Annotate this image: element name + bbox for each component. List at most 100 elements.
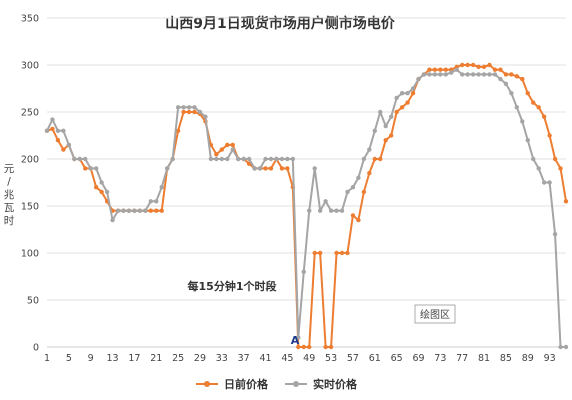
data-point: [181, 105, 186, 110]
y-axis-label-char: 兆: [4, 189, 15, 201]
y-axis-label-char: /: [7, 176, 11, 188]
data-point: [77, 156, 82, 162]
x-tick-label: 5: [66, 353, 72, 364]
y-tick-label: 150: [21, 202, 39, 213]
series-group: [44, 62, 569, 350]
x-tick-label: 53: [325, 353, 337, 364]
data-point: [481, 64, 487, 70]
data-point: [514, 105, 520, 110]
data-point: [197, 109, 203, 115]
data-point: [93, 185, 99, 190]
data-point: [181, 109, 186, 115]
legend-marker: [293, 381, 299, 387]
data-point: [252, 166, 257, 171]
data-point: [219, 147, 225, 152]
y-axis-tick-labels: 0 50 100 150 200 250 300 350: [21, 14, 39, 354]
data-point: [115, 208, 121, 213]
data-point: [137, 208, 143, 213]
data-point: [487, 72, 492, 77]
x-tick-label: 77: [456, 353, 468, 364]
legend-item-2: 实时价格: [285, 377, 358, 391]
data-point: [214, 152, 219, 157]
data-point: [334, 250, 339, 256]
data-point: [230, 142, 235, 148]
data-point: [148, 199, 153, 204]
data-point: [143, 208, 148, 213]
x-tick-label: 57: [347, 353, 359, 364]
data-point: [558, 344, 563, 350]
data-point: [399, 105, 405, 110]
data-point: [536, 105, 541, 110]
data-point: [388, 133, 394, 138]
legend-label: 实时价格: [313, 377, 358, 391]
legend-marker: [204, 381, 210, 387]
data-point: [214, 156, 219, 162]
data-point: [356, 217, 361, 223]
x-tick-label: 37: [238, 353, 250, 364]
data-point: [121, 208, 126, 213]
data-point: [230, 147, 235, 152]
data-point: [50, 117, 55, 122]
data-point: [345, 189, 350, 195]
data-point: [487, 62, 492, 68]
data-point: [192, 109, 197, 115]
data-point: [236, 156, 241, 162]
data-point: [301, 344, 306, 350]
x-tick-label: 29: [194, 353, 206, 364]
data-point: [361, 189, 367, 195]
data-point: [443, 67, 449, 72]
data-point: [339, 208, 345, 213]
data-point: [541, 180, 547, 185]
x-tick-label: 13: [107, 353, 119, 364]
data-point: [367, 170, 372, 176]
data-point: [531, 100, 536, 105]
x-tick-label: 25: [172, 353, 184, 364]
x-tick-label: 33: [216, 353, 228, 364]
data-point: [317, 250, 323, 256]
y-tick-label: 350: [21, 14, 39, 25]
data-point: [328, 208, 334, 213]
data-point: [383, 138, 388, 143]
data-point: [531, 156, 536, 162]
series-2: [44, 67, 569, 350]
data-point: [257, 166, 263, 171]
data-point: [66, 142, 72, 148]
data-point: [350, 185, 356, 190]
data-point: [72, 156, 77, 162]
data-point: [378, 156, 383, 162]
data-point: [427, 67, 432, 72]
data-point: [154, 208, 159, 213]
data-point: [399, 91, 405, 96]
data-point: [356, 175, 361, 180]
data-point: [563, 344, 569, 350]
data-point: [296, 335, 301, 340]
data-point: [334, 208, 339, 213]
y-axis-label-char: 元: [4, 163, 15, 175]
data-point: [410, 86, 416, 91]
data-point: [552, 156, 558, 162]
data-point: [285, 166, 290, 171]
data-point: [536, 166, 541, 171]
data-point: [50, 126, 55, 132]
data-point: [520, 76, 525, 82]
data-point: [192, 105, 197, 110]
data-point: [317, 208, 323, 213]
data-point: [268, 166, 274, 171]
data-point: [345, 250, 350, 256]
data-point: [301, 269, 306, 274]
data-point: [465, 72, 470, 77]
data-point: [263, 166, 268, 171]
data-point: [454, 67, 459, 72]
x-tick-label: 73: [434, 353, 446, 364]
data-point: [410, 91, 416, 96]
data-point: [394, 109, 399, 115]
data-point: [372, 156, 377, 162]
x-tick-label: 85: [500, 353, 512, 364]
data-point: [208, 156, 214, 162]
plot-area-label-box: 绘图区: [414, 304, 456, 324]
y-axis-label: 元/兆瓦时: [4, 163, 15, 227]
data-point: [498, 76, 503, 82]
data-point: [154, 199, 159, 204]
data-point: [307, 344, 312, 350]
